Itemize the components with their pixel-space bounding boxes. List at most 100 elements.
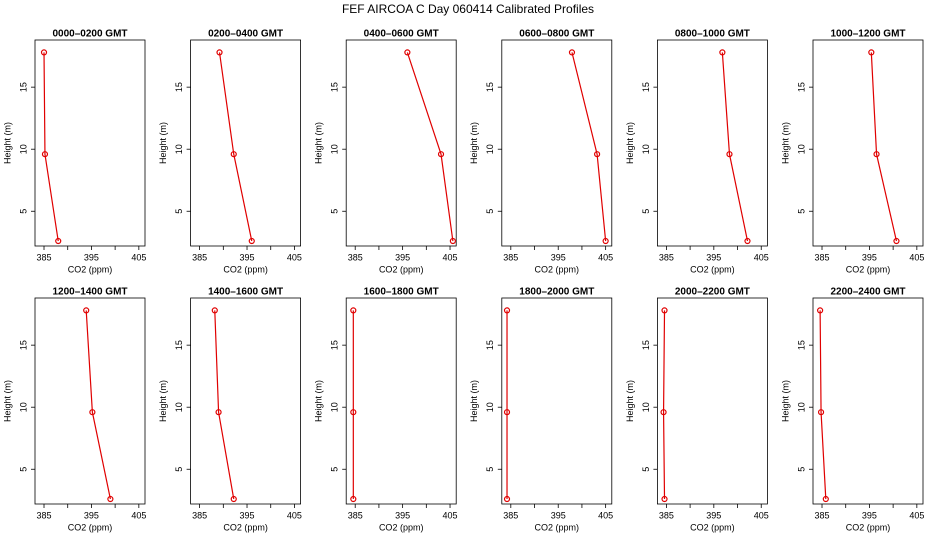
point [503,409,511,416]
x-tick-label: 395 [84,252,99,262]
y-tick-label: 10 [330,144,340,154]
x-tick-label: 385 [814,252,829,262]
x-axis-label: CO2 (ppm) [535,522,580,532]
y-tick-label: 15 [174,340,184,350]
point [437,151,445,158]
x-tick-label: 405 [754,252,769,262]
x-axis-label: CO2 (ppm) [846,522,891,532]
profile-line [218,52,253,242]
y-tick-label: 5 [796,209,806,214]
y-tick-label: 15 [174,82,184,92]
plot-frame [345,297,457,505]
point [744,237,751,245]
panel-title: 0000–0200 GMT [52,29,127,40]
profile-line [870,52,898,242]
profile-line [406,52,454,242]
panel-title: 1800–2000 GMT [519,287,594,298]
point [660,409,667,416]
panel-title: 0600–0800 GMT [519,29,594,40]
y-axis-label: Height (m) [780,122,790,164]
point [817,409,825,416]
plot-frame [34,39,146,247]
x-tick-label: 395 [862,252,877,262]
y-tick-label: 15 [641,82,651,92]
x-axis-label: CO2 (ppm) [68,264,113,274]
y-tick-label: 10 [18,144,28,154]
y-axis-label: Height (m) [314,122,324,164]
point [89,409,96,416]
x-axis-label: CO2 (ppm) [223,264,268,274]
x-tick-label: 405 [443,510,458,520]
y-tick-label: 5 [18,467,28,472]
x-axis-label: CO2 (ppm) [223,522,268,532]
plot-frame [657,297,768,505]
point [726,151,733,158]
panel-title: 0800–1000 GMT [675,29,750,40]
point [873,151,880,158]
x-tick-label: 405 [754,510,769,520]
y-tick-label: 5 [330,467,340,472]
x-tick-label: 385 [192,510,207,520]
point [350,409,357,416]
y-tick-label: 10 [330,402,340,412]
point [503,495,511,503]
profile-line [214,310,235,500]
x-tick-label: 395 [240,510,255,520]
y-tick-label: 15 [641,340,651,350]
y-axis-label: Height (m) [780,380,790,422]
point [215,409,222,416]
y-axis-label: Height (m) [158,122,168,164]
x-tick-label: 395 [84,510,99,520]
x-tick-label: 395 [395,252,410,262]
x-axis-label: CO2 (ppm) [68,522,113,532]
y-tick-label: 10 [174,144,184,154]
y-tick-label: 5 [485,209,495,214]
y-axis-label: Height (m) [2,122,12,164]
point [661,495,668,503]
point [107,495,114,503]
plot-frame [345,39,457,247]
y-axis-label: Height (m) [158,380,168,422]
panel-title: 0200–0400 GMT [208,29,283,40]
point [602,237,609,245]
y-tick-label: 15 [796,82,806,92]
x-tick-label: 405 [131,510,146,520]
x-tick-label: 385 [36,510,51,520]
point [719,49,726,56]
x-tick-label: 385 [192,252,207,262]
x-tick-label: 385 [348,252,363,262]
y-tick-label: 15 [330,82,340,92]
point [503,307,511,314]
x-axis-label: CO2 (ppm) [690,264,735,274]
panel-title: 1400–1600 GMT [208,287,283,298]
profile-line [85,310,111,500]
plot-frame [190,297,302,505]
y-tick-label: 5 [641,209,651,214]
x-tick-label: 385 [36,252,51,262]
y-tick-label: 15 [485,82,495,92]
y-axis-label: Height (m) [625,122,635,164]
x-tick-label: 405 [443,252,458,262]
y-axis-label: Height (m) [625,380,635,422]
x-axis-label: CO2 (ppm) [379,522,424,532]
y-tick-label: 5 [796,467,806,472]
x-axis-label: CO2 (ppm) [379,264,424,274]
point [55,237,62,245]
plot-frame [812,39,924,247]
x-tick-label: 395 [706,510,721,520]
page-title: FEF AIRCOA C Day 060414 Calibrated Profi… [342,2,594,16]
y-tick-label: 15 [18,340,28,350]
point [216,49,223,56]
y-tick-label: 10 [485,144,495,154]
point [404,49,411,56]
x-tick-label: 385 [659,252,674,262]
x-tick-label: 395 [551,510,566,520]
profile-line [571,52,607,242]
y-tick-label: 5 [174,209,184,214]
point [449,237,456,245]
point [594,151,601,158]
point [893,237,900,245]
x-axis-label: CO2 (ppm) [535,264,580,274]
x-tick-label: 385 [659,510,674,520]
